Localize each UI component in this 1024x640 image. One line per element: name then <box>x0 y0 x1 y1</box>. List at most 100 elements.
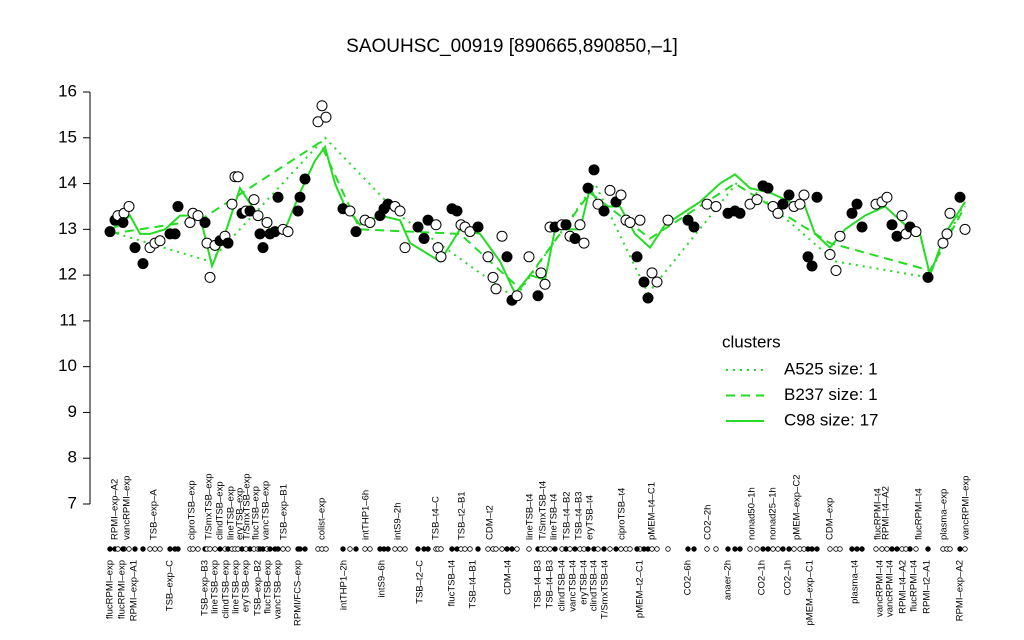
point <box>482 251 494 263</box>
rug-point <box>140 546 146 552</box>
point <box>184 216 196 228</box>
rug-point <box>353 546 359 552</box>
x-label-bottom: pMEM–t2–C1 <box>635 560 646 618</box>
y-tick-label: 9 <box>68 402 77 421</box>
rug-point <box>879 546 885 552</box>
rug-point <box>572 546 578 552</box>
x-label-top: lineTSB–t4 <box>549 494 560 540</box>
rug-point <box>392 546 398 552</box>
x-label-top: lineTSB–t4 <box>525 494 536 540</box>
point <box>350 226 362 238</box>
rug-point <box>607 546 613 552</box>
x-label-bottom: TSB–exp–B2 <box>253 560 264 616</box>
point <box>204 271 216 283</box>
x-label-top: plasma–exp <box>939 489 950 540</box>
point <box>811 191 823 203</box>
point <box>922 271 934 283</box>
point <box>734 207 746 219</box>
rug-point <box>467 546 473 552</box>
point <box>682 214 694 226</box>
rug-point <box>849 546 855 552</box>
rug-point <box>175 546 181 552</box>
point <box>472 221 484 233</box>
y-tick-label: 11 <box>59 310 77 329</box>
x-label-bottom: TSB–t4–B3 <box>533 560 544 609</box>
x-label-top: T/SmxTSB–exp <box>242 473 253 540</box>
point <box>496 230 508 242</box>
x-label-top: nonad50–1h <box>747 487 758 540</box>
rug-point <box>854 546 860 552</box>
rug-point <box>285 546 291 552</box>
rug-point <box>585 546 591 552</box>
x-label-bottom: RPMI–t2–A1 <box>922 560 933 614</box>
point <box>954 191 966 203</box>
rug-point <box>552 546 558 552</box>
x-label-top: RPMI–t4–A2 <box>881 486 892 540</box>
rug-point <box>415 546 421 552</box>
x-label-bottom: vancRPMI–t4 <box>875 560 886 617</box>
rug-point <box>217 546 223 552</box>
x-label-bottom: flucTSB–t4 <box>447 560 458 606</box>
x-label-top: flucTSB–exp <box>251 486 262 540</box>
point <box>172 200 184 212</box>
point <box>751 194 763 206</box>
rug-point <box>212 546 218 552</box>
rug-point <box>732 546 738 552</box>
x-label-top: pMEM–exp–C2 <box>792 475 803 540</box>
x-label-bottom: flucRPMI–exp <box>117 560 128 619</box>
point <box>523 251 535 263</box>
point <box>646 267 658 279</box>
x-label-bottom: CO2–6h <box>683 560 694 595</box>
point <box>154 235 166 247</box>
rug-point <box>195 546 201 552</box>
point <box>560 219 572 231</box>
rug-point <box>120 546 126 552</box>
rug-point <box>873 546 879 552</box>
x-label-bottom: intTHP1–2h <box>339 560 350 610</box>
point <box>430 219 442 231</box>
rug-point <box>613 546 619 552</box>
rug-point <box>493 546 499 552</box>
point <box>282 226 294 238</box>
x-label-bottom: vancTSB–exp <box>273 560 284 619</box>
point <box>802 251 814 263</box>
x-label-top: intTHP1–6h <box>361 490 372 540</box>
point <box>604 184 616 196</box>
x-label-bottom: TSB–t2–C <box>415 560 426 604</box>
cluster-line <box>109 140 966 291</box>
x-label-bottom: CO2–1h <box>783 560 794 595</box>
x-label-bottom: flucRPMI–t4 <box>909 560 920 612</box>
x-label-bottom: RPMI–exp–A1 <box>129 560 140 621</box>
x-label-top: pMEM–t4–C1 <box>647 482 658 540</box>
rug-point <box>775 546 781 552</box>
point <box>624 216 636 228</box>
x-label-top: eryTSB–exp <box>235 488 246 540</box>
rug-point <box>889 546 895 552</box>
x-label-bottom: intS9–6h <box>377 560 388 598</box>
point <box>169 228 181 240</box>
point <box>881 191 893 203</box>
point <box>891 230 903 242</box>
point <box>710 200 722 212</box>
point <box>896 210 908 222</box>
rug-point <box>760 546 766 552</box>
rug-point <box>595 546 601 552</box>
point <box>129 242 141 254</box>
rug-point <box>504 546 510 552</box>
rug-point <box>397 546 403 552</box>
rug-point <box>362 546 368 552</box>
rug-point <box>152 546 158 552</box>
point <box>257 242 269 254</box>
x-label-top: CDM–exp <box>825 498 836 540</box>
point <box>910 226 922 238</box>
point <box>937 237 949 249</box>
rug-point <box>367 546 373 552</box>
point <box>344 205 356 217</box>
x-label-top: vancTSB–exp <box>261 481 272 540</box>
point <box>487 271 499 283</box>
rug-point <box>462 546 468 552</box>
rug-point <box>925 546 931 552</box>
point <box>232 171 244 183</box>
point <box>501 251 513 263</box>
